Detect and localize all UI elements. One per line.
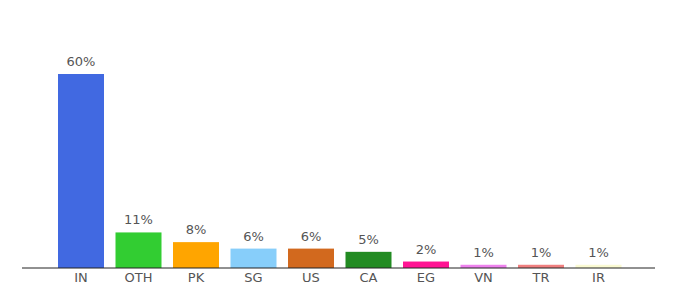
- bar: [346, 252, 392, 268]
- data-label: 60%: [67, 54, 96, 69]
- x-tick-label: EG: [417, 270, 435, 285]
- data-label: 1%: [531, 245, 552, 260]
- x-tick-label: CA: [360, 270, 378, 285]
- data-label: 5%: [358, 232, 379, 247]
- x-axis-line: [22, 268, 655, 269]
- data-label: 2%: [416, 242, 437, 257]
- bar: [173, 242, 219, 268]
- data-label: 8%: [186, 222, 207, 237]
- bar: [58, 74, 104, 268]
- y-range-line: [22, 74, 23, 268]
- x-tick-label: PK: [188, 270, 205, 285]
- x-tick-label: OTH: [125, 270, 153, 285]
- data-label: 1%: [473, 245, 494, 260]
- data-label: 6%: [301, 229, 322, 244]
- x-tick-label: IN: [74, 270, 88, 285]
- chart-container: 60% IN 11% OTH 8% PK 6% SG 6% US 5% CA 2% EG 1% VN 1% TR 1…: [0, 0, 680, 300]
- bars: [58, 74, 622, 268]
- data-label: 11%: [124, 212, 153, 227]
- x-tick-label: US: [302, 270, 320, 285]
- bar: [116, 232, 162, 268]
- data-label: 1%: [588, 245, 609, 260]
- bar: [403, 262, 449, 268]
- chart-svg: 60% IN 11% OTH 8% PK 6% SG 6% US 5% CA 2% EG 1% VN 1% TR 1…: [0, 0, 680, 300]
- bar: [288, 249, 334, 268]
- x-tick-label: VN: [474, 270, 493, 285]
- data-label: 6%: [243, 229, 264, 244]
- x-tick-label: SG: [244, 270, 262, 285]
- x-tick-label: TR: [532, 270, 550, 285]
- x-tick-label: IR: [592, 270, 605, 285]
- bar: [231, 249, 277, 268]
